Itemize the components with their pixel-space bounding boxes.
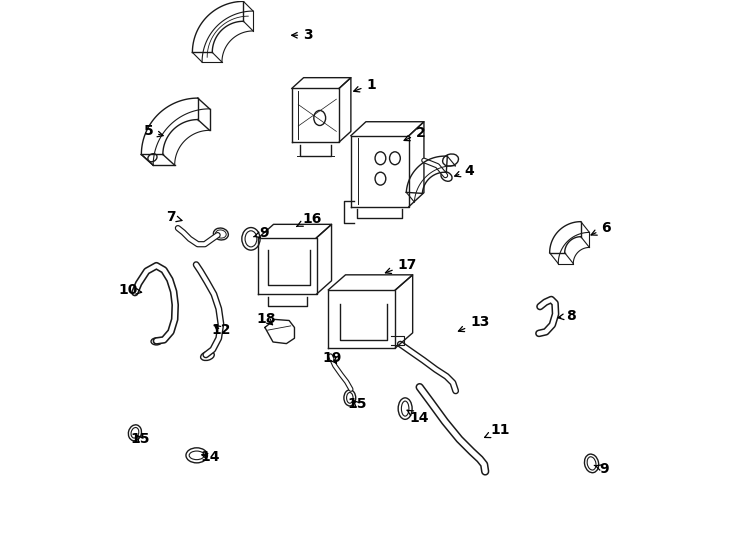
Text: 6: 6 (591, 221, 611, 235)
Text: 16: 16 (297, 212, 321, 226)
Text: 18: 18 (257, 313, 276, 326)
Text: 7: 7 (166, 211, 182, 224)
Text: 15: 15 (348, 397, 367, 411)
Text: 9: 9 (595, 462, 609, 476)
Text: 14: 14 (407, 410, 429, 425)
Text: 14: 14 (200, 450, 220, 464)
Text: 11: 11 (484, 423, 510, 437)
Text: 4: 4 (454, 164, 474, 178)
Text: 3: 3 (291, 28, 313, 42)
Text: 9: 9 (253, 226, 269, 240)
Text: 2: 2 (404, 126, 426, 141)
Text: 13: 13 (459, 315, 490, 332)
Text: 10: 10 (118, 283, 142, 297)
Text: 12: 12 (211, 323, 230, 337)
Text: 17: 17 (385, 258, 417, 273)
Text: 1: 1 (354, 78, 376, 92)
Text: 8: 8 (558, 309, 576, 323)
Text: 19: 19 (322, 350, 342, 365)
Text: 5: 5 (143, 124, 163, 138)
Text: 15: 15 (131, 432, 150, 446)
